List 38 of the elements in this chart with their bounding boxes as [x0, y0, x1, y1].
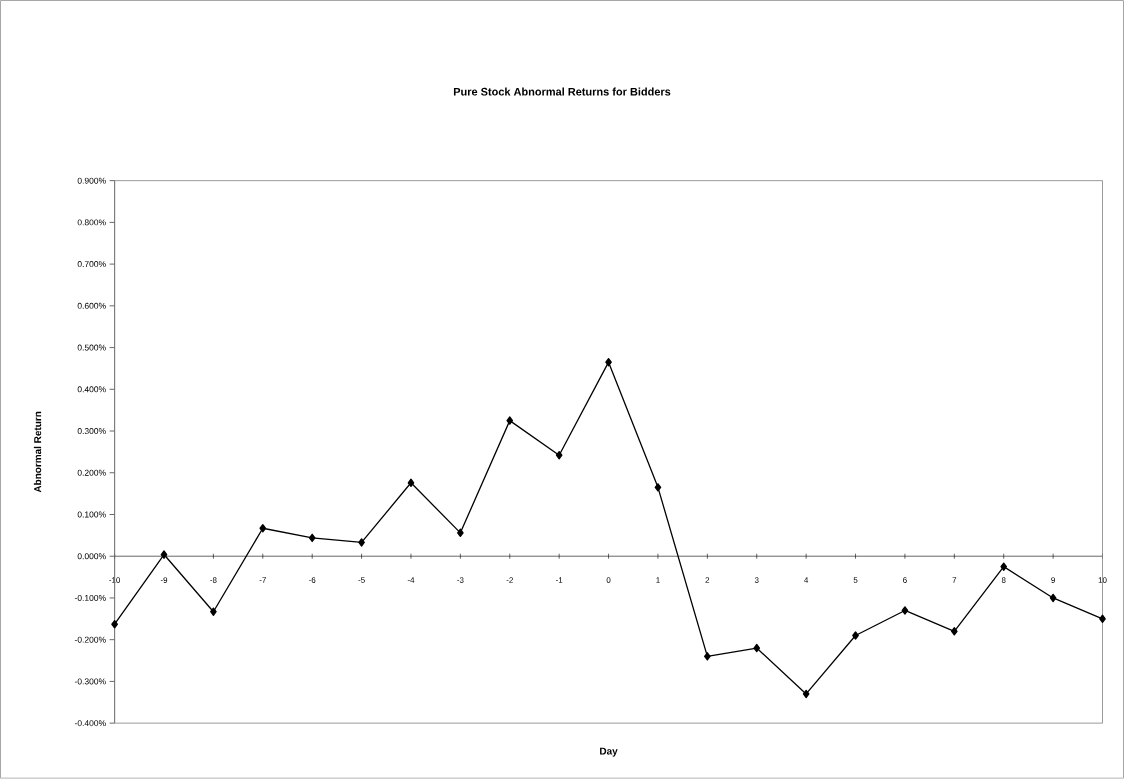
y-tick-label: 0.100% [77, 511, 106, 518]
point [605, 358, 612, 367]
point [852, 631, 859, 640]
point [753, 643, 761, 653]
y-tick-label: 0.600% [77, 303, 106, 309]
point [654, 483, 662, 492]
point [259, 524, 267, 533]
y-tick-label: -0.100% [74, 595, 106, 602]
y-tick-label: 0.000% [77, 553, 106, 560]
y-tick-label: 0.500% [77, 344, 106, 351]
point [950, 627, 958, 636]
y-tick-label: 0.300% [77, 428, 106, 435]
y-tick-label: 0.900% [77, 177, 106, 184]
y-tick-label: -0.300% [74, 678, 106, 685]
y-axis-title: Abnormal Return [33, 411, 42, 493]
point [111, 620, 118, 629]
point [704, 652, 711, 661]
point [358, 538, 365, 547]
point [407, 478, 415, 488]
point [506, 416, 514, 425]
point [457, 528, 464, 538]
chart-title: Pure Stock Abnormal Returns for Bidders [453, 87, 671, 96]
point [1000, 562, 1008, 572]
x-axis-title: Day [600, 747, 618, 757]
point [308, 533, 316, 543]
point [802, 689, 810, 699]
point [160, 550, 168, 559]
y-tick-label: -0.400% [74, 720, 106, 727]
point [210, 607, 217, 617]
point [555, 451, 563, 460]
y-tick-label: 0.200% [77, 469, 106, 476]
y-tick-label: -0.200% [74, 636, 106, 643]
y-tick-label: 0.800% [77, 219, 106, 226]
point [901, 606, 909, 615]
y-tick-label: 0.400% [77, 386, 106, 393]
y-tick-label: 0.700% [77, 261, 106, 268]
point [1049, 593, 1057, 603]
point [1099, 614, 1106, 624]
